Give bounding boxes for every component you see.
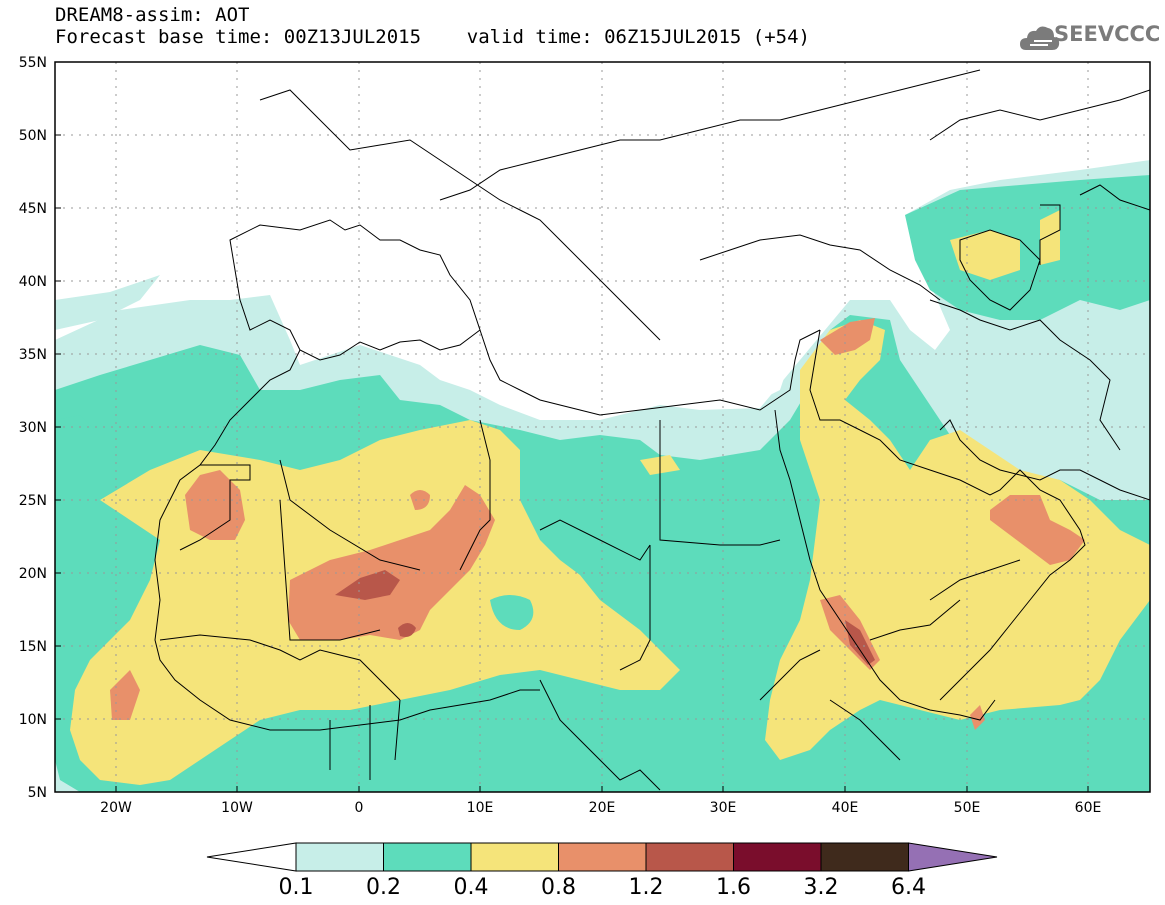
aot-level-0.2-patches [490, 595, 534, 630]
colorbar-over-arrow [908, 842, 998, 872]
aot-below-0.1 [55, 62, 1150, 410]
lat-label: 30N [19, 420, 47, 436]
colorbar [206, 842, 998, 872]
lat-label: 45N [19, 201, 47, 217]
colorbar-label: 0.8 [541, 875, 576, 900]
lon-label: 20W [100, 800, 132, 816]
colorbar-segment [733, 842, 822, 872]
lon-labels: 20W 10W 0 10E 20E 30E 40E 50E 60E [100, 800, 1101, 816]
logo-text: SEEVCCC [1054, 22, 1161, 46]
aot-level-1.2 [335, 570, 875, 665]
colorbar-segment [645, 842, 734, 872]
colorbar-segment [820, 842, 909, 872]
lon-label: 40E [832, 800, 859, 816]
lat-label: 10N [19, 712, 47, 728]
colorbar-segment [295, 842, 384, 872]
lat-labels: 5N 10N 15N 20N 25N 30N 35N 40N 45N 50N 5… [19, 55, 47, 801]
colorbar-label: 1.2 [629, 875, 664, 900]
axis-ticks [55, 134, 1089, 792]
colorbar-label: 0.2 [366, 875, 401, 900]
colorbar-segment [558, 842, 647, 872]
lat-label: 5N [28, 785, 47, 801]
lon-label: 60E [1075, 800, 1102, 816]
lat-label: 35N [19, 347, 47, 363]
map-title: DREAM8-assim: AOT [55, 4, 250, 26]
lat-label: 25N [19, 493, 47, 509]
colorbar-label: 0.1 [279, 875, 314, 900]
graticule [55, 62, 1150, 792]
lon-label: 30E [710, 800, 737, 816]
lon-label: 50E [954, 800, 981, 816]
lat-label: 55N [19, 55, 47, 71]
lon-label: 0 [355, 800, 364, 816]
lon-label: 20E [589, 800, 616, 816]
lon-label: 10W [221, 800, 253, 816]
forecast-time-info: Forecast base time: 00Z13JUL2015 valid t… [55, 26, 810, 48]
colorbar-label: 1.6 [716, 875, 751, 900]
lat-label: 40N [19, 274, 47, 290]
colorbar-segment [383, 842, 472, 872]
colorbar-label: 6.4 [891, 875, 926, 900]
lat-label: 15N [19, 639, 47, 655]
colorbar-label: 0.4 [454, 875, 489, 900]
lon-label: 10E [467, 800, 494, 816]
coastlines-borders [154, 69, 1150, 791]
colorbar-segment [470, 842, 559, 872]
cloud-icon [1020, 26, 1060, 50]
colorbar-label: 3.2 [804, 875, 839, 900]
colorbar-labels: 0.1 0.2 0.4 0.8 1.2 1.6 3.2 6.4 [279, 875, 927, 900]
aot-field [55, 62, 1150, 792]
lat-label: 20N [19, 566, 47, 582]
colorbar-under-arrow [206, 842, 297, 872]
lat-label: 50N [19, 128, 47, 144]
